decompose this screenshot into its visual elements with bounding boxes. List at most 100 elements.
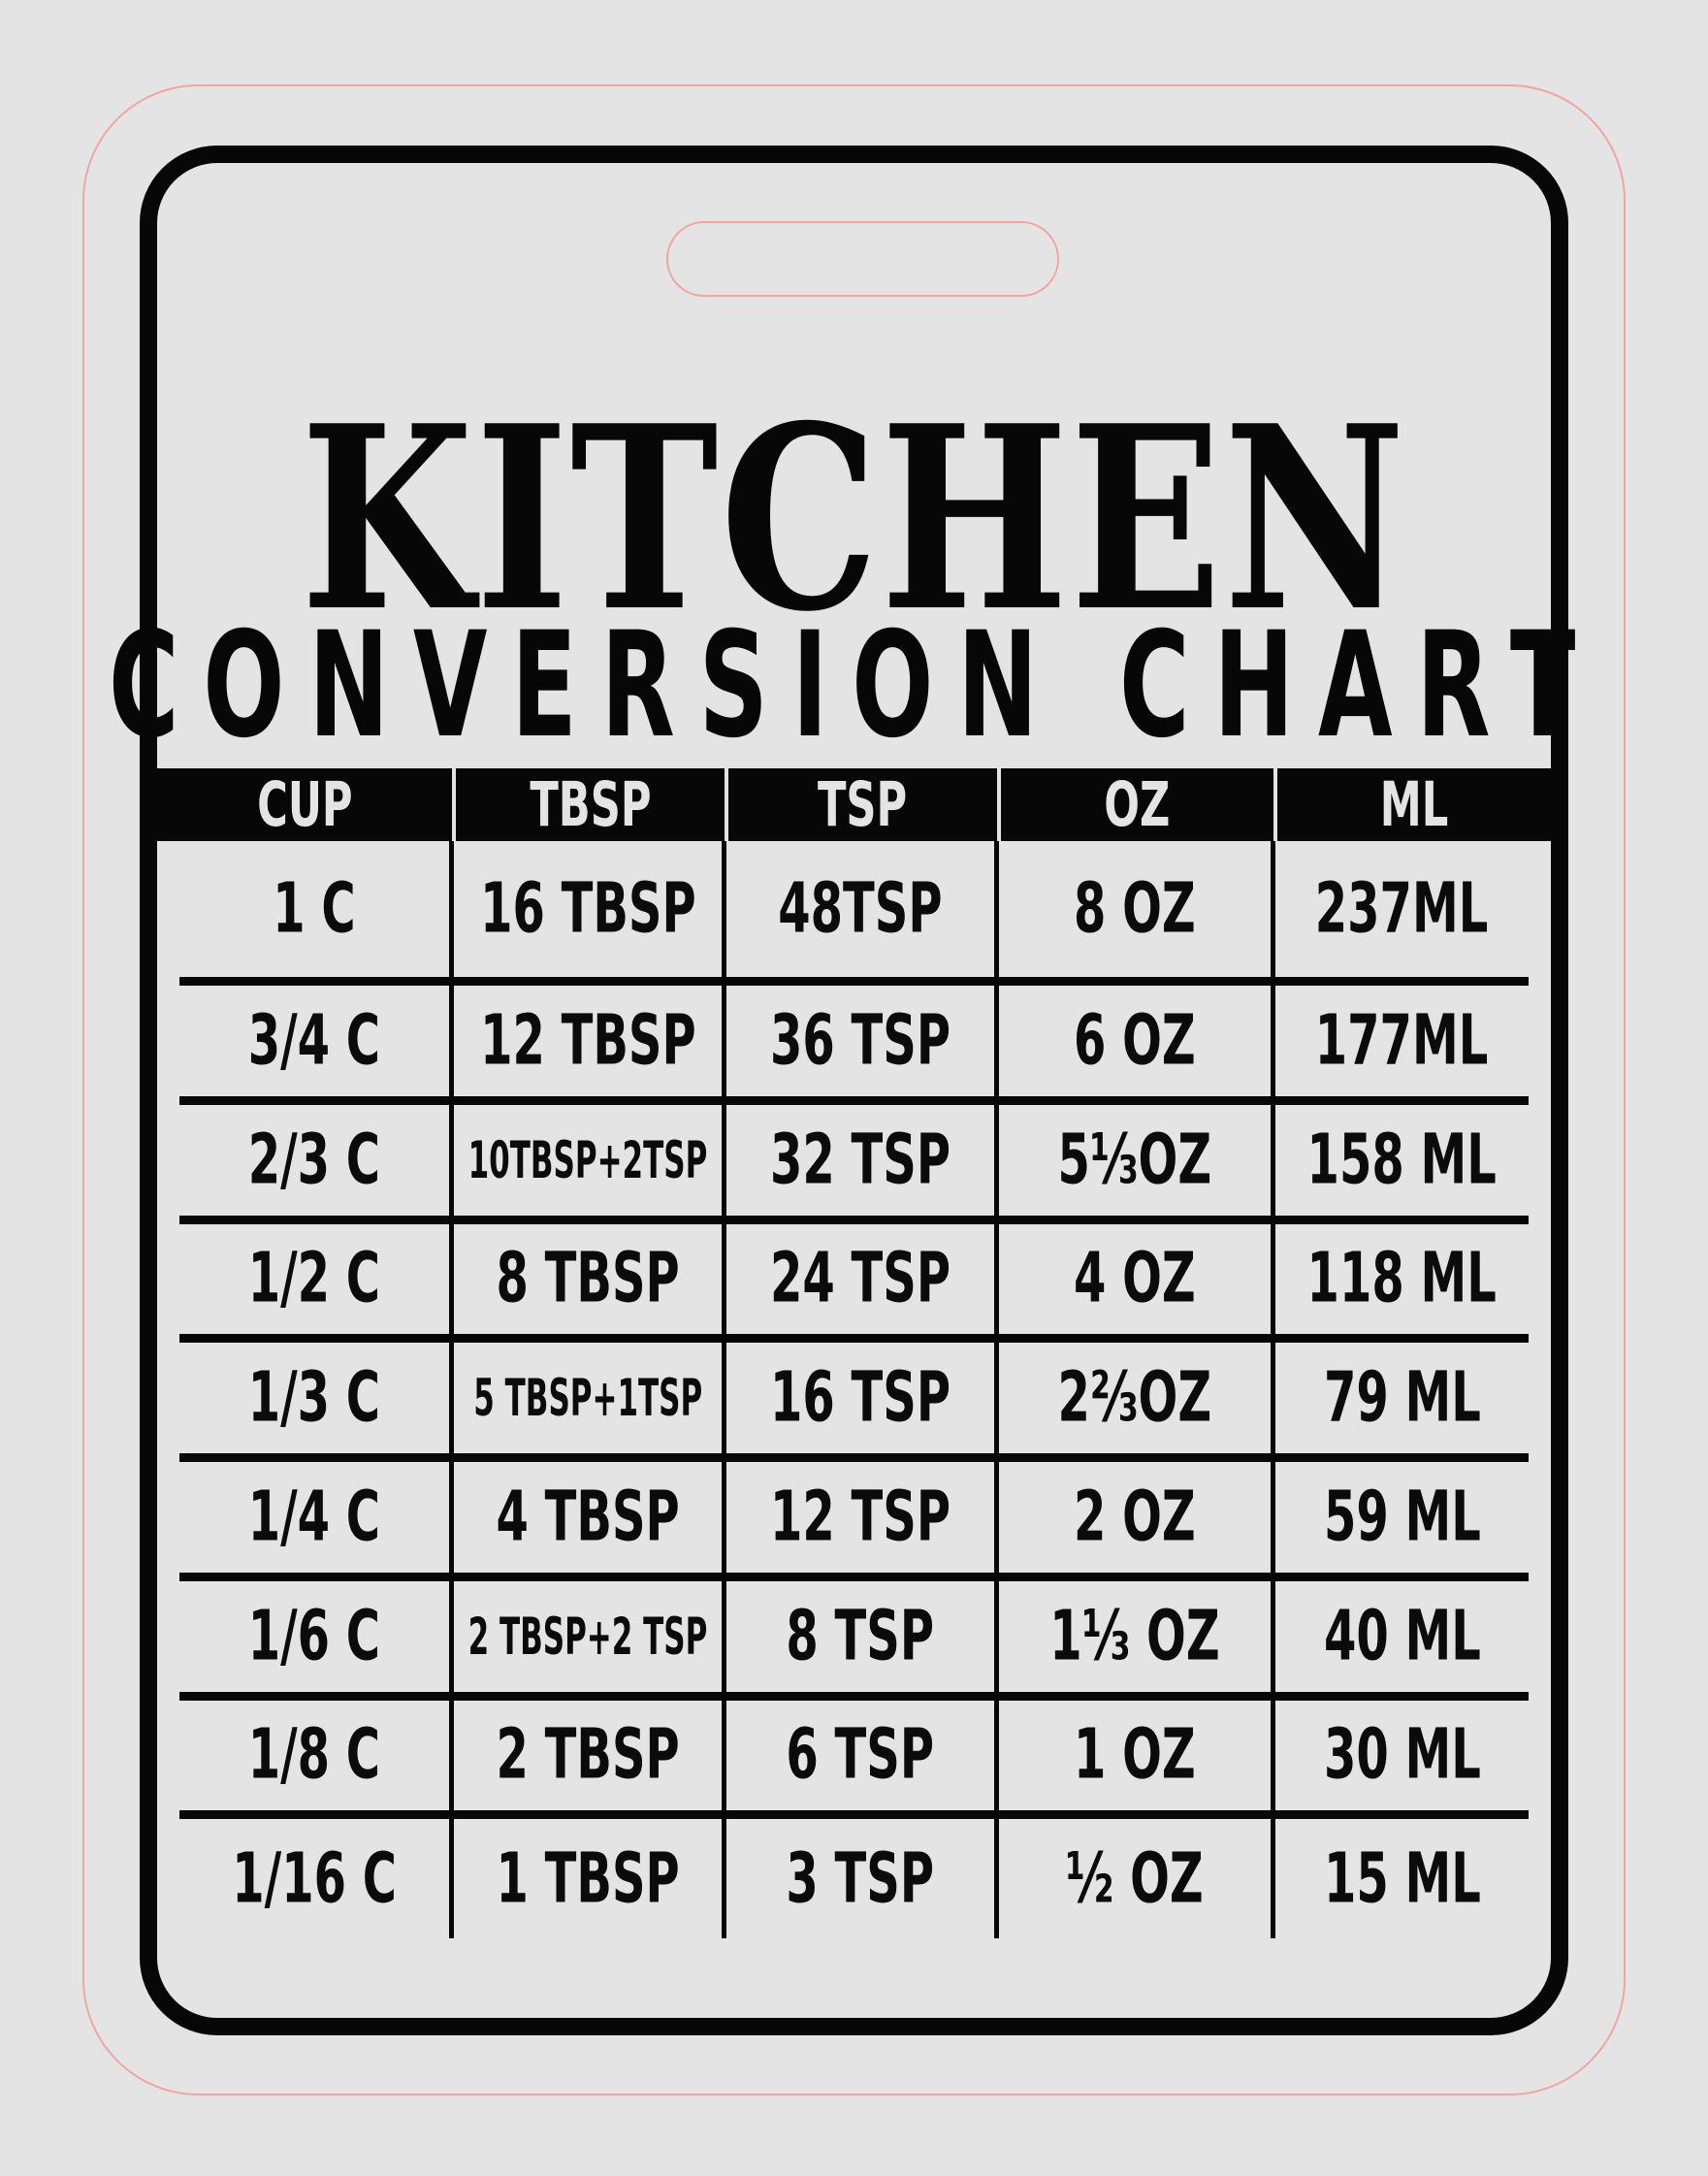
table-cell: 6 OZ: [999, 986, 1275, 1105]
cell-value: 5⅓OZ: [1057, 1120, 1212, 1201]
cell-value: 8 TBSP: [496, 1238, 680, 1319]
cell-value: 1/4 C: [247, 1477, 381, 1558]
table-cell: 1/8 C: [179, 1700, 454, 1820]
table-cell: 237ML: [1275, 841, 1529, 986]
table-cell: 3 TSP: [726, 1819, 999, 1938]
cell-value: 30 ML: [1323, 1714, 1481, 1796]
table-cell: 118 ML: [1275, 1224, 1529, 1344]
cell-value: 1/8 C: [247, 1714, 381, 1796]
cell-value: 4 TBSP: [496, 1477, 680, 1558]
table-cell: 1/6 C: [179, 1580, 454, 1701]
cell-value: 118 ML: [1306, 1238, 1498, 1319]
cell-value: 10TBSP+2TSP: [467, 1130, 708, 1190]
table-cell: 1 OZ: [999, 1700, 1275, 1820]
hang-slot: [666, 221, 1059, 297]
table-cell: 1/16 C: [179, 1819, 454, 1938]
page-title: KITCHEN: [0, 371, 1708, 667]
cell-value: 79 ML: [1323, 1357, 1481, 1439]
table-cell: 59 ML: [1275, 1462, 1529, 1581]
table-cell: 15 ML: [1275, 1819, 1529, 1938]
cell-value: 1 C: [273, 868, 356, 950]
cell-value: 24 TSP: [770, 1238, 951, 1319]
table-cell: 8 TBSP: [454, 1223, 726, 1344]
cell-value: 32 TSP: [770, 1120, 951, 1201]
cell-value: 48TSP: [778, 868, 943, 950]
table-cell: 48TSP: [726, 841, 999, 986]
cell-value: 1/16 C: [232, 1838, 397, 1920]
table-cell: 12 TBSP: [454, 986, 726, 1105]
cell-value: 6 OZ: [1074, 1000, 1196, 1082]
table-cell: 177ML: [1275, 986, 1529, 1105]
table-cell: 12 TSP: [726, 1462, 999, 1581]
cell-value: 59 ML: [1323, 1477, 1481, 1558]
table-cell: 5⅓OZ: [999, 1104, 1275, 1224]
cell-value: 6 TSP: [786, 1714, 935, 1796]
cell-value: 158 ML: [1306, 1120, 1498, 1201]
cell-value: 1 TBSP: [496, 1838, 680, 1920]
cell-value: 2/3 C: [247, 1120, 381, 1201]
table-cell: ½ OZ: [999, 1819, 1275, 1938]
cell-value: 8 OZ: [1074, 868, 1196, 950]
cell-value: 5 TBSP+1TSP: [473, 1368, 702, 1428]
table-cell: 36 TSP: [726, 986, 999, 1105]
cell-value: 16 TBSP: [479, 868, 696, 950]
cell-value: 2 TBSP: [496, 1714, 680, 1796]
cell-value: 1/3 C: [247, 1357, 381, 1439]
cell-value: 36 TSP: [770, 1000, 951, 1082]
table-cell: 2 TBSP: [454, 1700, 726, 1820]
cell-value: 12 TSP: [770, 1477, 951, 1558]
table-cell: 1/2 C: [179, 1223, 454, 1344]
table-cell: 2 OZ: [999, 1462, 1275, 1581]
cell-value: 8 TSP: [786, 1596, 935, 1677]
cell-value: 4 OZ: [1074, 1238, 1196, 1319]
table-cell: 16 TSP: [726, 1343, 999, 1462]
table-cell: 158 ML: [1275, 1105, 1529, 1224]
cell-value: 2 OZ: [1074, 1477, 1196, 1558]
header-label: OZ: [1104, 768, 1171, 841]
header-label: ML: [1379, 768, 1449, 841]
table-cell: 5 TBSP+1TSP: [454, 1343, 726, 1462]
header-label: TSP: [818, 768, 908, 841]
cell-value: 2 TBSP+2 TSP: [467, 1607, 708, 1667]
header-cell-oz: OZ: [1001, 768, 1273, 841]
cell-value: 40 ML: [1323, 1596, 1481, 1677]
table-cell: 2/3 C: [179, 1104, 454, 1224]
table-cell: 24 TSP: [726, 1223, 999, 1344]
cell-value: 1 OZ: [1074, 1714, 1196, 1796]
cell-value: 177ML: [1315, 1000, 1489, 1082]
header-cell-tsp: TSP: [728, 768, 997, 841]
header-label: TBSP: [529, 768, 652, 841]
header-cell-cup: CUP: [157, 768, 452, 841]
table-cell: 16 TBSP: [454, 841, 726, 986]
table-cell: 1/3 C: [179, 1343, 454, 1462]
title-conversion-chart: CONVERSION CHART: [108, 601, 1600, 770]
page-subtitle: CONVERSION CHART: [0, 613, 1708, 759]
table-cell: 1⅓ OZ: [999, 1580, 1275, 1701]
table-cell: 6 TSP: [726, 1700, 999, 1820]
table-cell: 8 OZ: [999, 841, 1275, 986]
table-cell: 1 TBSP: [454, 1819, 726, 1938]
table-cell: 3/4 C: [179, 986, 454, 1105]
cell-value: 1/6 C: [247, 1596, 381, 1677]
cell-value: 16 TSP: [770, 1357, 951, 1439]
table-cell: 40 ML: [1275, 1581, 1529, 1701]
cut-outline: [82, 84, 1626, 2095]
table-cell: 30 ML: [1275, 1701, 1529, 1820]
title-kitchen: KITCHEN: [300, 371, 1408, 667]
table-cell: 32 TSP: [726, 1104, 999, 1224]
header-cell-tbsp: TBSP: [456, 768, 725, 841]
cell-value: 2⅔OZ: [1057, 1357, 1212, 1439]
cell-value: 3 TSP: [786, 1838, 935, 1920]
table-cell: 1 C: [179, 841, 454, 986]
cell-value: 1/2 C: [247, 1238, 381, 1319]
cell-value: 15 ML: [1323, 1838, 1481, 1920]
table-cell: 4 TBSP: [454, 1462, 726, 1581]
table-cell: 10TBSP+2TSP: [454, 1104, 726, 1224]
cell-value: 237ML: [1315, 868, 1489, 950]
table-cell: 79 ML: [1275, 1343, 1529, 1462]
cell-value: ½ OZ: [1065, 1838, 1205, 1920]
card-border: [140, 146, 1568, 2035]
table-header-row: CUP TBSP TSP OZ ML: [157, 768, 1551, 841]
header-cell-ml: ML: [1277, 768, 1551, 841]
